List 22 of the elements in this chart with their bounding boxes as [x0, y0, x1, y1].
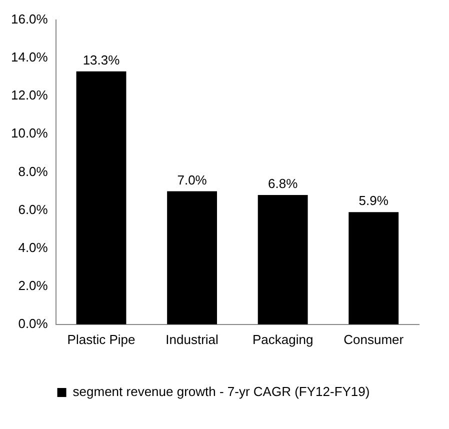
data-label: 13.3%	[82, 52, 120, 68]
y-tick-label: 16.0%	[10, 12, 48, 27]
legend-label: segment revenue growth - 7-yr CAGR (FY12-FY19)	[72, 384, 370, 400]
y-tick-label: 0.0%	[18, 316, 48, 331]
y-tick-label: 6.0%	[18, 202, 48, 217]
x-tick-label: Plastic Pipe	[67, 332, 136, 347]
bar	[167, 191, 218, 324]
y-tick-label: 12.0%	[10, 88, 48, 103]
y-tick-label: 8.0%	[18, 164, 48, 179]
data-label: 5.9%	[358, 193, 389, 208]
y-tick-label: 4.0%	[18, 240, 48, 255]
bar	[258, 195, 308, 324]
x-tick-label: Packaging	[252, 332, 314, 347]
y-tick-label: 14.0%	[10, 50, 48, 65]
data-label: 7.0%	[177, 172, 208, 188]
data-label: 6.8%	[268, 176, 298, 192]
x-tick-label: Industrial	[166, 332, 219, 347]
bar	[76, 71, 126, 324]
bar	[348, 212, 399, 324]
y-tick-label: 2.0%	[18, 278, 48, 293]
y-tick-label: 10.0%	[10, 126, 48, 141]
x-tick-label: Consumer	[344, 332, 404, 347]
